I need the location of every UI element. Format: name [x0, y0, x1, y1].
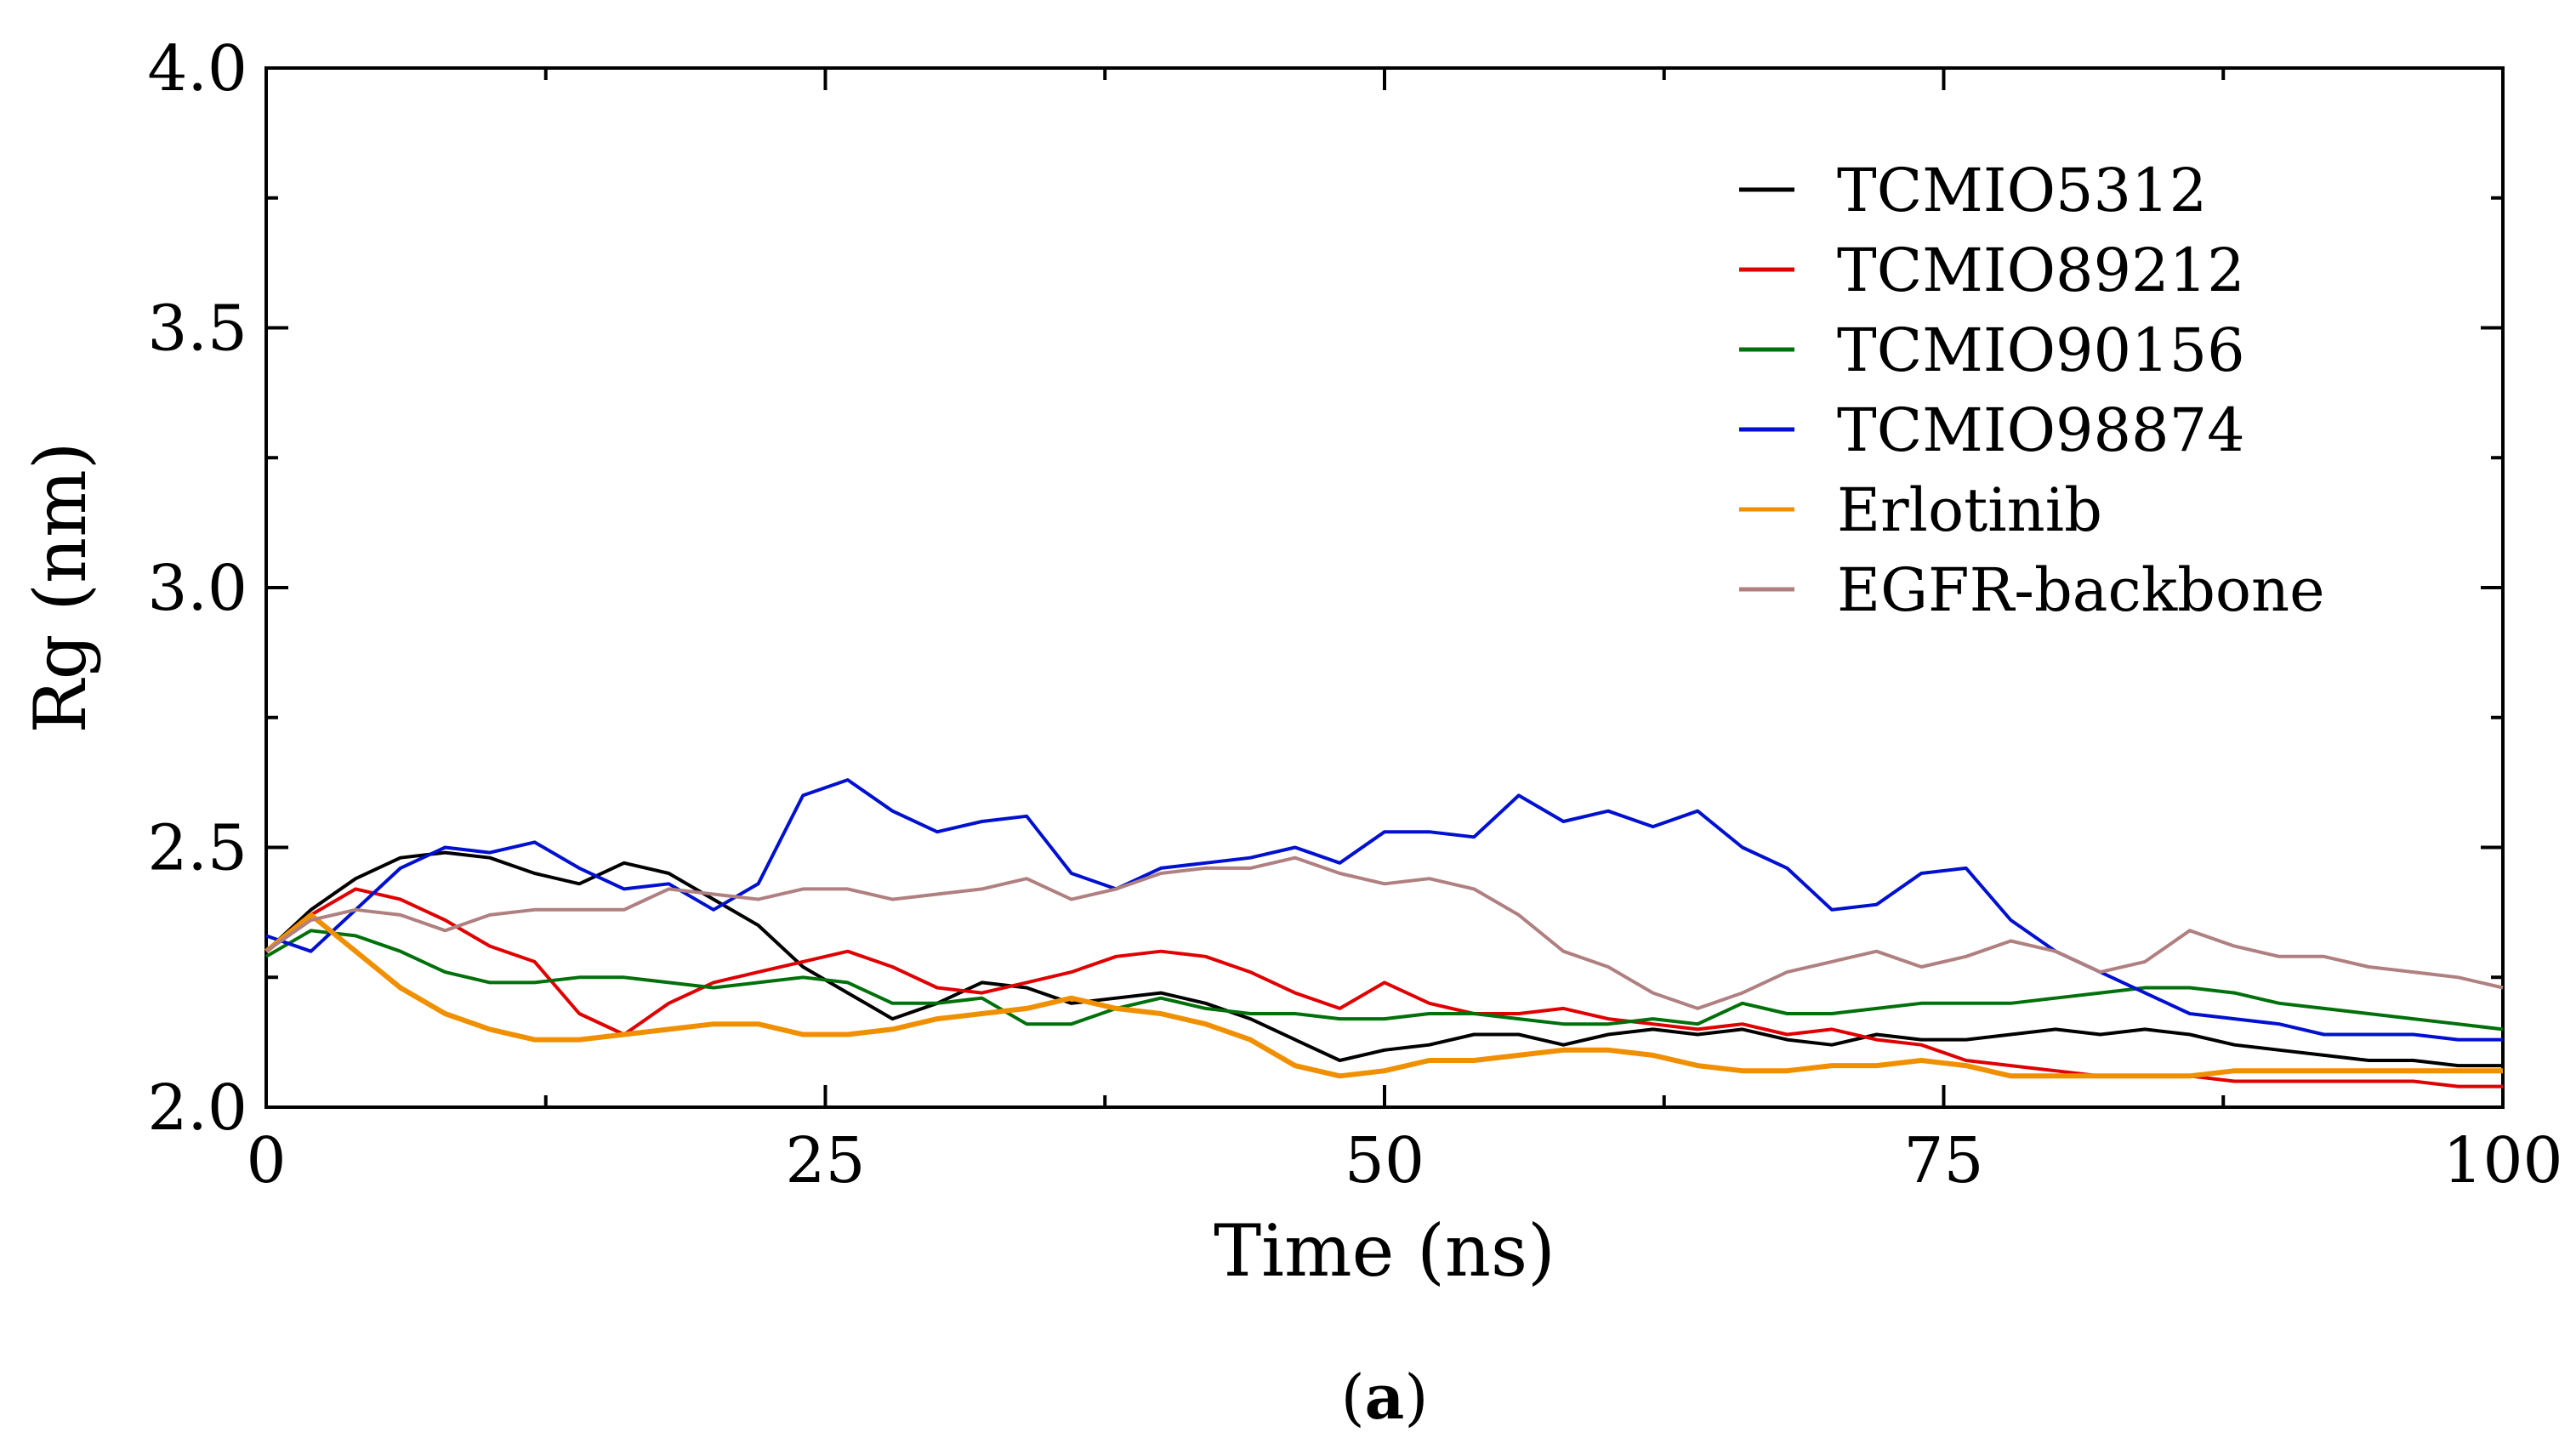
- y-tick-label: 4.0: [147, 32, 247, 105]
- series-line-tcmio90156: [264, 929, 2504, 1032]
- x-tick-label: 75: [1903, 1124, 1983, 1197]
- axis-ticks: [264, 66, 2505, 1109]
- y-tick-label: 3.5: [147, 293, 247, 366]
- series-line-erlotinib: [264, 912, 2503, 1079]
- legend-label-tcmio89212: TCMIO89212: [1837, 236, 2245, 305]
- x-tick-label: 25: [785, 1124, 865, 1197]
- legend-label-tcmio5312: TCMIO5312: [1837, 156, 2207, 225]
- x-axis-label: Time (ns): [1214, 1209, 1555, 1293]
- series-line-egfr-backbone: [264, 855, 2504, 1010]
- series-line-tcmio5312: [264, 850, 2503, 1068]
- y-axis-label: Rg (nm): [19, 441, 102, 733]
- figure-caption: (a): [1341, 1361, 1429, 1433]
- legend-label-erlotinib: Erlotinib: [1837, 475, 2102, 545]
- y-tick-label: 2.0: [147, 1071, 247, 1145]
- x-tick-label: 100: [2442, 1124, 2562, 1197]
- x-tick-label: 50: [1345, 1124, 1424, 1197]
- series-line-tcmio98874: [265, 778, 2503, 1042]
- series-lines: [264, 778, 2504, 1088]
- legend-label-tcmio90156: TCMIO90156: [1837, 315, 2245, 385]
- legend-label-egfr-backbone: EGFR-backbone: [1837, 555, 2325, 625]
- legend: TCMIO5312 TCMIO89212 TCMIO90156 TCMIO98874 E…: [1739, 156, 2325, 625]
- caption-letter: a: [1365, 1361, 1405, 1433]
- caption-close-paren: ): [1404, 1361, 1428, 1433]
- x-tick-label: 0: [246, 1124, 286, 1197]
- y-tick-label: 3.0: [147, 552, 247, 625]
- legend-label-tcmio98874: TCMIO98874: [1837, 395, 2245, 465]
- y-tick-label: 2.5: [147, 812, 247, 885]
- caption-open-paren: (: [1341, 1361, 1365, 1433]
- axis-tick-labels: 0 25 50 75 100 2.0 2.5 3.0 3.5 4.0: [147, 32, 2562, 1197]
